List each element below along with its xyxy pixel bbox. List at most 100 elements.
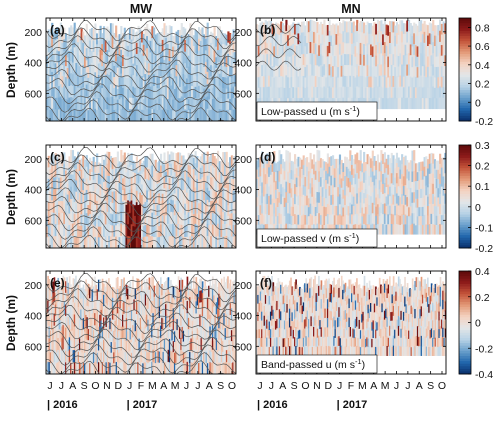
data-cell bbox=[82, 213, 85, 226]
data-cell bbox=[340, 197, 343, 207]
data-cell bbox=[222, 307, 224, 320]
data-cell bbox=[172, 152, 175, 165]
data-cell bbox=[203, 176, 206, 189]
data-cell bbox=[273, 151, 276, 162]
data-cell bbox=[213, 85, 216, 98]
data-cell bbox=[118, 88, 121, 100]
data-cell bbox=[309, 183, 312, 194]
data-cell bbox=[185, 352, 187, 364]
data-cell bbox=[397, 167, 400, 178]
data-cell bbox=[108, 235, 111, 248]
data-cell bbox=[52, 224, 56, 237]
data-cell bbox=[160, 349, 162, 363]
contour-line bbox=[46, 210, 236, 232]
data-cell bbox=[128, 351, 130, 364]
data-cell bbox=[222, 318, 224, 331]
data-cell bbox=[198, 158, 201, 171]
data-cell bbox=[420, 188, 423, 199]
data-cell bbox=[94, 337, 96, 351]
data-cell bbox=[84, 342, 86, 354]
data-cell bbox=[182, 97, 185, 110]
data-cell bbox=[406, 187, 409, 198]
data-cell bbox=[375, 23, 378, 35]
data-cell bbox=[269, 184, 272, 195]
data-cell bbox=[428, 204, 431, 215]
data-cell bbox=[383, 64, 386, 76]
data-cell bbox=[194, 86, 197, 99]
data-cell bbox=[196, 156, 199, 168]
data-cell bbox=[176, 330, 179, 342]
data-cell bbox=[120, 26, 123, 39]
data-cell bbox=[191, 212, 194, 225]
data-cell bbox=[337, 77, 340, 89]
data-cell bbox=[225, 199, 228, 213]
data-cell bbox=[157, 281, 160, 294]
data-cell bbox=[70, 284, 72, 296]
data-cell bbox=[66, 89, 69, 101]
data-cell bbox=[325, 56, 328, 68]
data-cell bbox=[223, 212, 227, 225]
data-cell bbox=[165, 61, 168, 74]
data-cell bbox=[276, 188, 279, 199]
data-cell bbox=[189, 319, 191, 331]
data-cell bbox=[115, 349, 118, 363]
data-cell bbox=[139, 192, 142, 205]
data-cell bbox=[99, 216, 102, 228]
data-cell bbox=[111, 202, 114, 215]
data-cell bbox=[190, 326, 193, 339]
data-cell bbox=[318, 213, 321, 225]
data-cell bbox=[75, 300, 77, 313]
data-cell bbox=[380, 202, 383, 214]
data-cell bbox=[302, 184, 305, 196]
data-cell bbox=[402, 23, 405, 35]
data-cell bbox=[268, 205, 271, 216]
data-cell bbox=[420, 216, 423, 226]
data-cell bbox=[409, 160, 412, 170]
data-cell bbox=[373, 65, 376, 77]
data-cell bbox=[229, 54, 232, 67]
data-cell bbox=[201, 362, 204, 374]
data-cell bbox=[148, 313, 151, 327]
data-cell bbox=[173, 160, 176, 173]
data-cell bbox=[281, 44, 285, 56]
data-cell bbox=[304, 35, 307, 47]
data-cell bbox=[215, 278, 218, 291]
data-cell bbox=[144, 202, 147, 214]
data-cell bbox=[218, 172, 221, 184]
data-cell bbox=[152, 337, 155, 351]
data-cell bbox=[204, 326, 206, 340]
data-cell bbox=[333, 56, 336, 68]
data-cell bbox=[97, 98, 100, 110]
data-cell bbox=[220, 215, 223, 227]
data-cell bbox=[395, 203, 399, 215]
data-cell bbox=[52, 236, 56, 248]
data-cell bbox=[326, 35, 329, 47]
data-cell bbox=[192, 110, 195, 121]
data-cell bbox=[78, 362, 81, 374]
data-cell bbox=[147, 341, 149, 353]
data-cell bbox=[125, 99, 128, 111]
data-cell bbox=[96, 342, 99, 354]
data-cell bbox=[96, 55, 99, 67]
data-cell bbox=[54, 339, 57, 352]
data-cell bbox=[209, 302, 212, 316]
data-cell bbox=[106, 26, 109, 39]
data-cell bbox=[192, 35, 195, 47]
data-cell bbox=[127, 352, 129, 364]
data-cell bbox=[269, 204, 272, 215]
data-cell bbox=[170, 163, 173, 177]
data-cell bbox=[125, 237, 128, 248]
data-cell bbox=[101, 362, 104, 374]
data-cell bbox=[219, 318, 222, 330]
data-cell bbox=[440, 158, 443, 168]
data-cell bbox=[425, 24, 428, 36]
data-cell bbox=[382, 34, 385, 46]
data-cell bbox=[211, 44, 214, 56]
data-cell bbox=[127, 320, 129, 332]
data-cell bbox=[146, 23, 149, 37]
data-cell bbox=[432, 31, 435, 43]
data-cell bbox=[378, 198, 381, 208]
data-cell bbox=[146, 155, 149, 168]
data-cell bbox=[387, 77, 390, 89]
data-cell bbox=[96, 363, 99, 374]
